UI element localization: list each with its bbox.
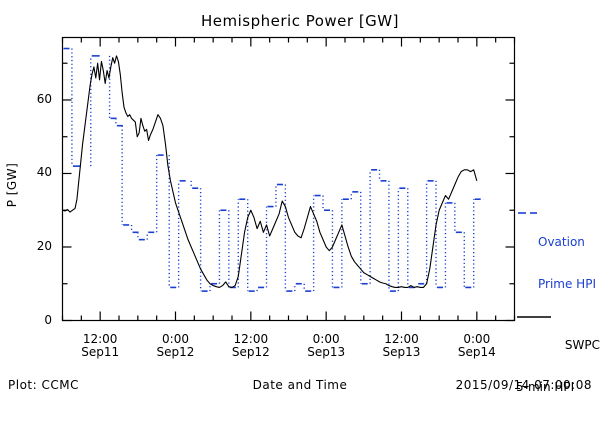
y-tick-label: 20: [36, 238, 52, 253]
chart-canvas: [61, 36, 551, 322]
x-axis-label: Date and Time: [252, 378, 348, 392]
y-tick-label: 60: [36, 91, 52, 106]
x-tick-date: Sep12: [231, 345, 270, 359]
x-tick-label: 12:00 Sep13: [362, 333, 442, 359]
x-tick-time: 12:00: [233, 332, 269, 346]
legend-ovation-line1: Ovation: [538, 235, 585, 249]
legend-markers: [517, 212, 551, 318]
x-tick-time: 0:00: [162, 332, 189, 346]
plot-frame: [61, 36, 516, 322]
plot-timestamp: 2015/09/14 07:00:08: [455, 378, 592, 392]
x-tick-date: Sep13: [307, 345, 346, 359]
y-tick-label: 40: [36, 165, 52, 180]
y-axis-ticks: [62, 62, 515, 322]
x-tick-date: Sep14: [457, 345, 496, 359]
x-tick-label: 12:00 Sep12: [211, 333, 291, 359]
y-tick-label: 0: [44, 312, 52, 327]
x-tick-label: 0:00 Sep14: [437, 333, 517, 359]
x-tick-date: Sep11: [81, 345, 120, 359]
legend-label-ovation: Ovation Prime HPI: [538, 207, 596, 319]
x-tick-date: Sep13: [382, 345, 421, 359]
x-tick-label: 12:00 Sep11: [60, 333, 140, 359]
x-tick-time: 0:00: [463, 332, 491, 346]
x-tick-time: 12:00: [384, 332, 419, 346]
series-swpc-5min-hpi: [62, 55, 478, 288]
x-tick-label: 0:00 Sep12: [136, 333, 216, 359]
page-title: Hemispheric Power [GW]: [201, 12, 399, 30]
legend-label-swpc: SWPC 5-min HPI: [516, 310, 600, 422]
legend-swpc-line2: 5-min HPI: [516, 380, 575, 394]
series-ovation-prime-hpi: [63, 47, 481, 292]
x-tick-date: Sep12: [156, 345, 195, 359]
legend-ovation-line2: Prime HPI: [538, 277, 596, 291]
x-tick-time: 0:00: [312, 332, 340, 346]
x-tick-time: 12:00: [82, 332, 118, 346]
x-tick-label: 0:00 Sep13: [286, 333, 366, 359]
hemispheric-power-chart: Hemispheric Power [GW] P [GW] Date and T…: [5, 12, 600, 394]
swpc-line-path: [62, 55, 478, 288]
legend-swpc-line1: SWPC: [564, 338, 600, 352]
x-axis-ticks: [61, 37, 516, 321]
plot-credit: Plot: CCMC: [8, 378, 79, 392]
